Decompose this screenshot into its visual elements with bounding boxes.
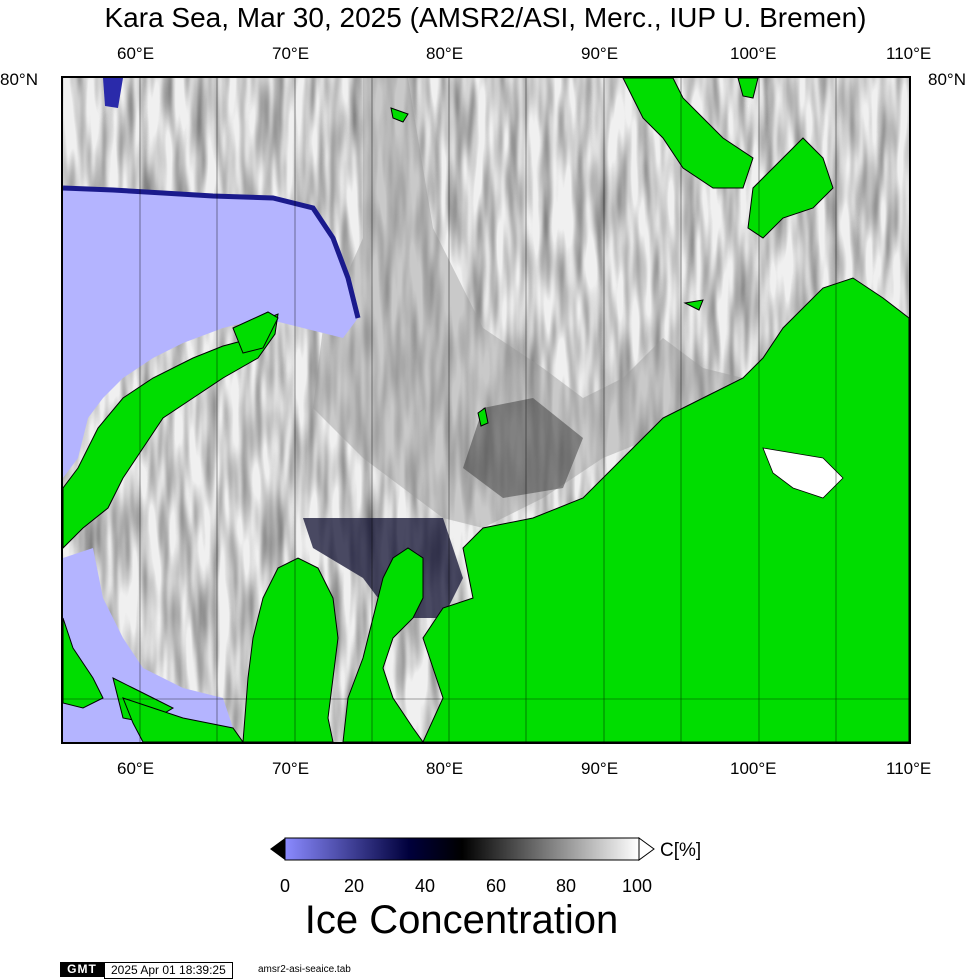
colorbar-gradient [284, 837, 640, 861]
colorbar-tick: 40 [415, 876, 436, 896]
map-title: Kara Sea, Mar 30, 2025 (AMSR2/ASI, Merc.… [104, 2, 867, 33]
open-water-edge [63, 185, 361, 319]
small-island [390, 107, 409, 123]
colorbar-unit: C[%] [660, 840, 702, 861]
novaya-zemlya [63, 313, 279, 549]
graticule [63, 78, 909, 742]
map-canvas [63, 78, 909, 742]
source-file-label: amsr2-asi-seaice.tab [258, 964, 351, 975]
new-ice-patch [463, 398, 583, 498]
novaya-zemlya-tip [232, 311, 279, 354]
coast-southwest [63, 617, 104, 709]
gydan-peninsula [342, 547, 424, 742]
small-island [683, 299, 704, 311]
lat-label-right-80n: 80°N [928, 70, 966, 89]
lon-label-bottom-90e: 90°E [581, 759, 619, 778]
yamal-south [122, 697, 244, 742]
lat-label-left-80n: 80°N [0, 70, 38, 89]
lon-label-bottom-110e: 110°E [886, 759, 932, 778]
severnaya-zemlya-north [622, 78, 754, 189]
lon-label-bottom-80e: 80°E [426, 759, 464, 778]
lon-label-bottom-70e: 70°E [272, 759, 310, 778]
colorbar-tick: 0 [280, 876, 291, 896]
lon-label-bottom-60e: 60°E [117, 759, 155, 778]
colorbar-high-arrow [638, 837, 655, 861]
yamal-peninsula [242, 557, 339, 742]
severnaya-zemlya-islet [737, 78, 759, 99]
colorbar-tick: 100 [622, 876, 653, 896]
open-water-north-patch [103, 78, 123, 108]
colorbar-tick: 60 [486, 876, 507, 896]
colorbar-tick: 20 [344, 876, 365, 896]
colorbar-low-arrow [270, 838, 285, 860]
lon-label-bottom-100e: 100°E [730, 759, 777, 778]
coastal-polynya [762, 447, 844, 499]
lon-label-top-100e: 100°E [730, 44, 777, 63]
sea-ice-map [61, 76, 911, 744]
open-water [63, 188, 358, 478]
lon-label-top-60e: 60°E [117, 44, 155, 63]
thin-ice-band [313, 78, 763, 528]
lon-label-top-70e: 70°E [272, 44, 310, 63]
colorbar [270, 837, 655, 861]
colorbar-title: Ice Concentration [304, 898, 619, 942]
severnaya-zemlya-south [747, 137, 834, 239]
gmt-logo: GMT [60, 962, 104, 977]
lon-label-top-90e: 90°E [581, 44, 619, 63]
colorbar-tick: 80 [556, 876, 577, 896]
small-island [477, 407, 489, 427]
lon-label-top-110e: 110°E [886, 44, 932, 63]
open-water-south [63, 548, 233, 742]
lon-label-top-80e: 80°E [426, 44, 464, 63]
timestamp: 2025 Apr 01 18:39:25 [104, 962, 233, 979]
taymyr-mainland [422, 277, 909, 742]
